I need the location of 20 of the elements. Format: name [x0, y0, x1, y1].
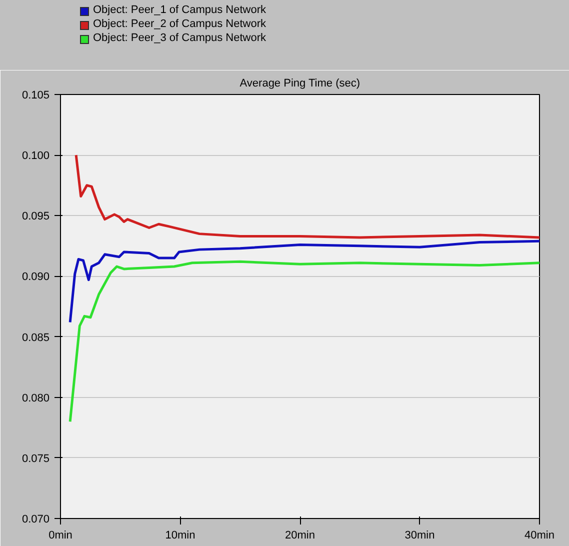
x-tick-label: 0min	[48, 530, 72, 542]
line-series	[68, 240, 540, 324]
x-tick-label: 30min	[404, 530, 435, 542]
x-tick-label: 40min	[524, 530, 554, 542]
x-tick-label: 10min	[165, 530, 196, 542]
y-tick-label: 0.070	[22, 514, 50, 526]
y-tick-label: 0.105	[22, 90, 50, 102]
y-tick-label: 0.100	[22, 150, 50, 162]
legend-label: Object: Peer_1 of Campus Network	[93, 3, 266, 18]
legend-label: Object: Peer_3 of Campus Network	[93, 31, 266, 46]
legend-label: Object: Peer_2 of Campus Network	[93, 17, 266, 32]
y-tick-label: 0.080	[22, 392, 50, 404]
line-series	[68, 260, 540, 423]
chart-title: Average Ping Time (sec)	[240, 78, 360, 90]
line-series	[74, 154, 540, 239]
y-tick-label: 0.075	[22, 452, 50, 465]
y-tick-label: 0.095	[22, 210, 50, 223]
y-tick-label: 0.090	[22, 271, 50, 284]
x-tick-label: 20min	[285, 530, 315, 542]
y-tick-label: 0.085	[22, 332, 50, 344]
